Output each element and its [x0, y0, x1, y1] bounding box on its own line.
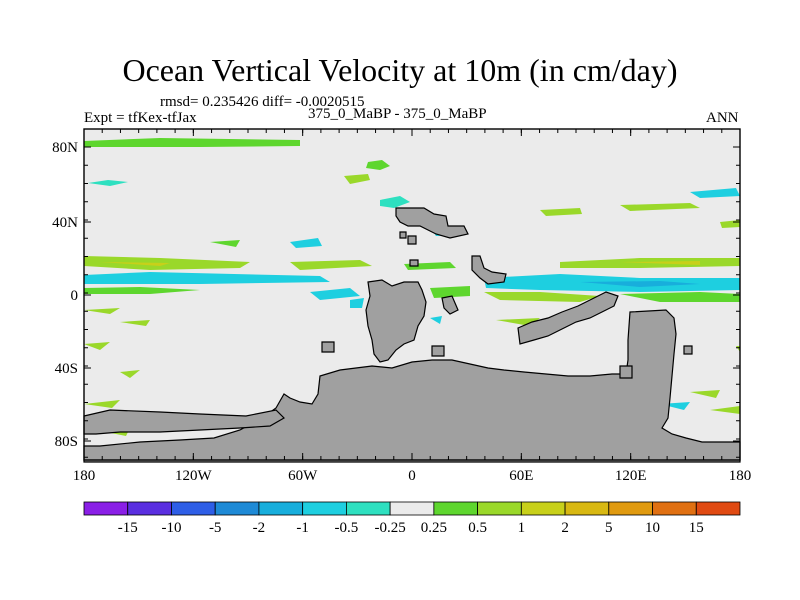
- season-label: ANN: [706, 110, 739, 126]
- velocity-field: [84, 138, 740, 436]
- colorbar-label: 0.5: [468, 520, 487, 536]
- anomaly-patch: [484, 292, 600, 302]
- anomaly-patch: [580, 281, 700, 287]
- landmass-tiny-4: [683, 345, 693, 355]
- colorbar-swatch: [608, 501, 653, 516]
- anomaly-patch: [380, 196, 410, 208]
- anomaly-patch: [350, 298, 364, 308]
- colorbar-label: -1: [296, 520, 309, 536]
- experiment-label: Expt = tfKex-tfJax: [84, 110, 197, 126]
- landmass-tiny-5: [399, 231, 407, 239]
- colorbar-label: -2: [253, 520, 266, 536]
- colorbar-label: 1: [518, 520, 526, 536]
- axis-tick-labels: 80N 40N 0 40S 80S 180 120W 60W 0 60E 120E 180: [52, 140, 751, 484]
- colorbar-label: -10: [161, 520, 181, 536]
- anomaly-patch: [84, 400, 120, 408]
- landmass-south-america: [365, 279, 427, 363]
- landmass-north-pacific: [407, 235, 417, 245]
- colorbar-label: -5: [209, 520, 222, 536]
- anomaly-patch: [100, 262, 170, 266]
- anomaly-patch: [88, 180, 128, 186]
- landmass-maritime: [517, 291, 619, 345]
- x-tick-label: 60W: [288, 468, 318, 484]
- anomaly-patch: [710, 406, 740, 414]
- landmass-tiny-6: [409, 259, 419, 267]
- y-tick-label: 0: [71, 288, 79, 304]
- anomaly-patch: [620, 261, 700, 265]
- colorbar-swatch: [564, 501, 610, 516]
- y-tick-label: 80N: [52, 140, 78, 156]
- anomaly-patch: [84, 342, 110, 350]
- anomaly-patch: [344, 174, 370, 184]
- stats-label: rmsd= 0.235426 diff= -0.0020515: [160, 94, 365, 110]
- anomaly-patch: [290, 238, 322, 248]
- anomaly-patch: [366, 160, 390, 170]
- anomaly-patch: [620, 292, 740, 302]
- anomaly-patch: [84, 287, 200, 294]
- colorbar-label: 10: [645, 520, 660, 536]
- colorbar-swatch: [695, 501, 741, 516]
- colorbar-swatch: [520, 501, 566, 516]
- colorbar-label: 5: [605, 520, 613, 536]
- x-tick-label: 120W: [175, 468, 213, 484]
- land-masses: [83, 207, 741, 463]
- colorbar-label: -15: [118, 520, 138, 536]
- colorbar-swatch: [258, 501, 304, 516]
- y-tick-label: 40N: [52, 215, 78, 231]
- colorbar-swatch: [652, 501, 697, 516]
- anomaly-patch: [84, 138, 300, 147]
- colorbar-swatch: [345, 501, 391, 516]
- colorbar: [83, 501, 741, 516]
- anomaly-patch: [430, 286, 470, 298]
- y-tick-label: 40S: [55, 361, 78, 377]
- landmass-europe: [395, 207, 469, 239]
- landmass-tiny-3: [619, 365, 633, 379]
- landmass-west-strip: [83, 409, 285, 435]
- colorbar-label: 0.25: [421, 520, 447, 536]
- colorbar-swatch: [171, 501, 216, 516]
- colorbar-label: -0.5: [335, 520, 359, 536]
- y-tick-label: 80S: [55, 434, 78, 450]
- landmass-arabia: [471, 255, 507, 285]
- landmass-tiny-2: [431, 345, 445, 357]
- anomaly-patch: [690, 188, 740, 198]
- x-tick-label: 180: [73, 468, 96, 484]
- x-tick-label: 120E: [615, 468, 647, 484]
- anomaly-patch: [84, 272, 330, 284]
- anomaly-patch: [290, 260, 372, 270]
- colorbar-label: -0.25: [375, 520, 406, 536]
- anomaly-patch: [210, 240, 240, 247]
- landmass-australia: [83, 309, 741, 463]
- colorbar-label: 2: [561, 520, 569, 536]
- anomaly-patch: [84, 308, 120, 314]
- anomaly-patch: [120, 320, 150, 326]
- colorbar-swatch: [214, 501, 260, 516]
- colorbar-swatch: [127, 501, 172, 516]
- colorbar-swatch: [302, 501, 347, 516]
- anomaly-patch: [310, 288, 360, 300]
- axis-ticks: [83, 129, 741, 460]
- anomaly-patch: [620, 203, 700, 211]
- colorbar-swatch: [83, 501, 129, 516]
- colorbar-labels: -15 -10 -5 -2 -1 -0.5 -0.25 0.25 0.5 1 2 5 10 15: [118, 520, 704, 536]
- chart-title: Ocean Vertical Velocity at 10m (in cm/da…: [122, 52, 678, 88]
- colorbar-swatch: [389, 501, 435, 516]
- colorbar-label: 15: [689, 520, 704, 536]
- x-tick-label: 60E: [509, 468, 533, 484]
- anomaly-patch: [430, 316, 442, 324]
- x-tick-label: 0: [408, 468, 416, 484]
- x-tick-label: 180: [729, 468, 752, 484]
- comparison-label: 375_0_MaBP - 375_0_MaBP: [308, 106, 487, 122]
- landmass-africa-east: [441, 295, 459, 315]
- anomaly-patch: [540, 208, 582, 216]
- landmass-tiny-1: [321, 341, 335, 353]
- colorbar-swatch: [477, 501, 522, 516]
- anomaly-patch: [690, 390, 720, 398]
- colorbar-swatch: [433, 501, 479, 516]
- anomaly-patch: [120, 370, 140, 378]
